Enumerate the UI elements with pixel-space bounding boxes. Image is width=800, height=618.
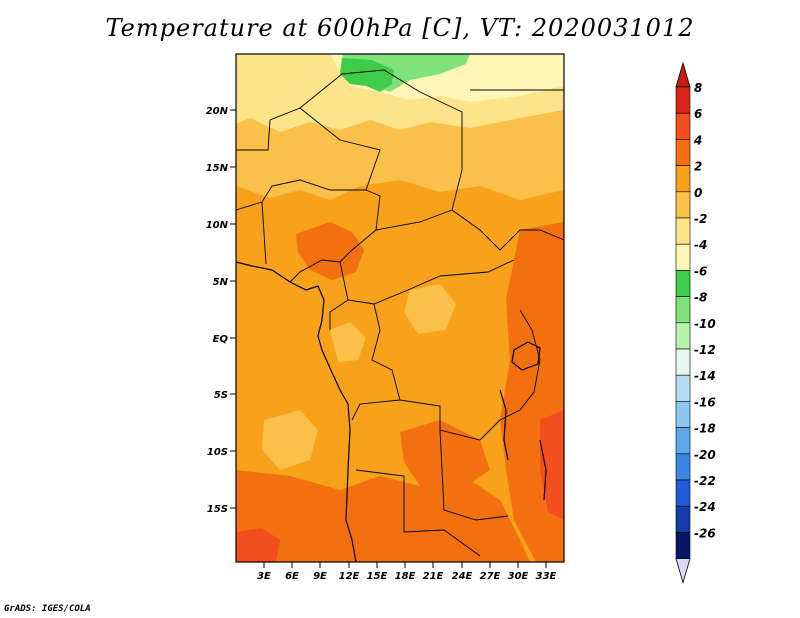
colorbar-swatch (675, 401, 691, 428)
lat-label: 10S (207, 447, 228, 458)
colorbar-label: -6 (694, 264, 707, 278)
colorbar-top-triangle (675, 61, 691, 88)
field-mild-west (262, 410, 318, 470)
colorbar-swatch (675, 532, 691, 559)
colorbar-label: -18 (694, 422, 716, 436)
lat-label: 15N (206, 163, 229, 174)
colorbar-label: 0 (694, 186, 702, 200)
country-borders (235, 69, 565, 557)
lon-label: 3E (257, 571, 271, 582)
colorbar-label: 6 (694, 107, 702, 121)
field-warmest-sw (236, 528, 280, 562)
colorbar-label: -8 (694, 291, 707, 305)
colorbar-swatch (675, 112, 691, 140)
lon-label: 6E (285, 571, 299, 582)
colorbar-swatch (675, 217, 691, 245)
lat-label: 15S (207, 504, 228, 515)
lon-label: 33E (536, 571, 557, 582)
field-green (340, 58, 394, 92)
colorbar-label: -10 (694, 317, 716, 331)
colorbar-label: -20 (694, 448, 716, 462)
lat-label: EQ (213, 334, 229, 345)
lat-labels: 20N 15N 10N 5N EQ 5S 10S 15S (206, 106, 229, 515)
lon-label: 24E (452, 571, 473, 582)
colorbar-label: -4 (694, 238, 707, 252)
colorbar-label: -22 (694, 474, 716, 488)
colorbar-label: -26 (694, 526, 716, 540)
lake-tanganyika (499, 389, 509, 461)
lake-victoria (511, 341, 541, 371)
colorbar-swatch (675, 479, 691, 507)
colorbar-swatch (675, 427, 691, 455)
lon-ticks (263, 562, 547, 568)
colorbar-swatch (675, 139, 691, 166)
colorbar-swatch (675, 348, 691, 376)
lon-label: 18E (395, 571, 416, 582)
field-warmest-se (540, 410, 564, 520)
coastline (235, 261, 357, 563)
credit-label: GrADS: IGES/COLA (4, 604, 91, 614)
colorbar-swatch (675, 191, 691, 219)
colorbar-label: -2 (694, 212, 707, 226)
colorbar-swatch (675, 296, 691, 324)
lon-label: 21E (423, 571, 444, 582)
colorbar-swatch (675, 453, 691, 481)
colorbar-label: -16 (694, 395, 716, 409)
lon-labels: 3E 6E 9E 12E 15E 18E 21E 24E 27E 30E 33E (257, 571, 556, 582)
map-title: Temperature at 600hPa [C], VT: 202003101… (105, 14, 695, 42)
colorbar-bottom-triangle (675, 558, 691, 585)
lon-label: 12E (339, 571, 360, 582)
map-frame (235, 53, 565, 563)
colorbar-swatch (675, 270, 691, 297)
field-warm-nigeria (296, 222, 364, 280)
lake-malawi (539, 439, 547, 501)
colorbar-label: -12 (694, 343, 716, 357)
field-mild-center (330, 322, 366, 362)
lon-label: 9E (313, 571, 327, 582)
lat-label: 5N (213, 277, 229, 288)
field-warm-angola (400, 420, 490, 490)
colorbar-swatch (675, 322, 691, 350)
colorbar-label: 8 (694, 81, 702, 95)
lon-label: 27E (480, 571, 501, 582)
field-mild-congo (404, 284, 456, 334)
colorbar: 8 6 4 2 0 -2 -4 -6 -8 -10 -12 -14 -16 -18 -20 -22 -24 -26 (675, 61, 716, 585)
lat-ticks (230, 109, 236, 509)
colorbar-label: -14 (694, 369, 716, 383)
colorbar-swatch (675, 243, 691, 271)
colorbar-swatch (675, 505, 691, 533)
lon-label: 30E (508, 571, 529, 582)
colorbar-swatch (675, 86, 691, 114)
colorbar-swatch (675, 374, 691, 402)
lat-label: 10N (206, 220, 229, 231)
lon-label: 15E (367, 571, 388, 582)
colorbar-swatch (675, 165, 691, 193)
lat-label: 20N (206, 106, 229, 117)
colorbar-label: 4 (693, 133, 702, 147)
colorbar-label: -24 (694, 500, 716, 514)
lat-label: 5S (214, 390, 228, 401)
colorbar-label: 2 (694, 160, 702, 174)
